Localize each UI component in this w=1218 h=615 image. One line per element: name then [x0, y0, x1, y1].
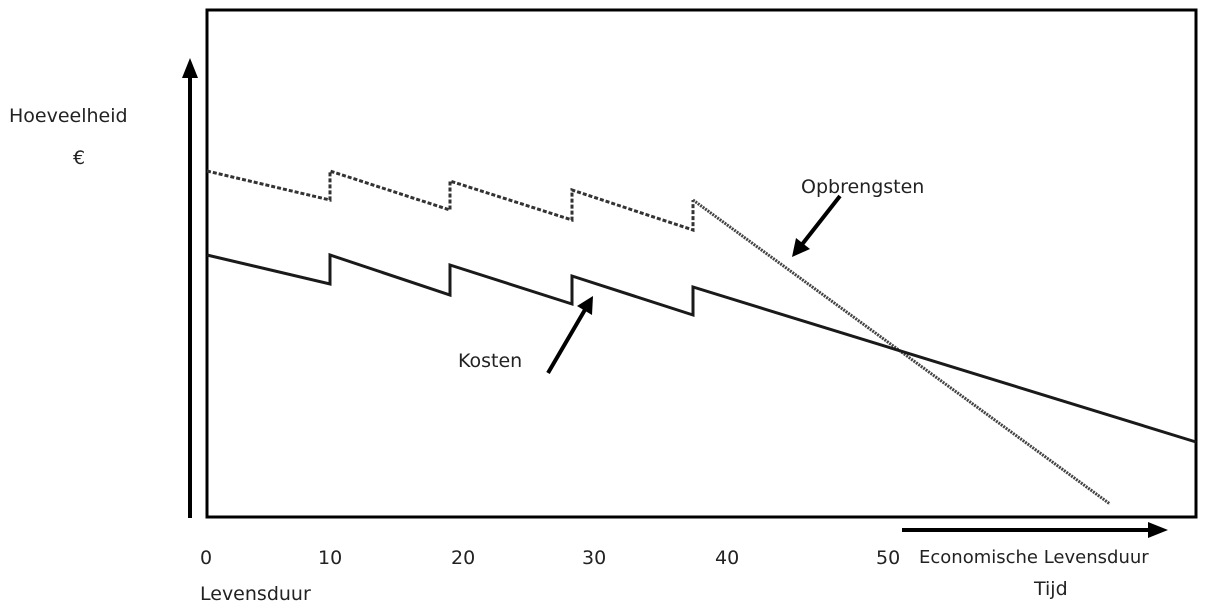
x-tick-0: 0: [200, 547, 213, 569]
label-lifespan: Levensduur: [200, 583, 311, 605]
cost-line: [206, 252, 1197, 444]
y-axis-title: Hoeveelheid: [9, 105, 128, 127]
revenue-pointer-arrow-head: [792, 238, 810, 257]
y-axis-arrow-head: [182, 58, 198, 78]
x-tick-40: 40: [715, 547, 740, 569]
cost-pointer-arrow-head: [577, 296, 593, 315]
revenue-pointer-arrow: [798, 194, 842, 249]
x-tick-30: 30: [582, 547, 607, 569]
label-costs: Kosten: [458, 350, 523, 372]
x-axis-arrow-head: [1148, 522, 1168, 538]
x-tick-50: 50: [876, 547, 901, 569]
plot-frame: [205, 8, 1198, 519]
y-axis-unit: €: [73, 147, 86, 169]
x-tick-10: 10: [318, 547, 343, 569]
cost-pointer-arrow: [546, 306, 588, 375]
label-time: Tijd: [1034, 578, 1068, 600]
x-tick-20: 20: [451, 547, 476, 569]
revenue-sawtooth-line: [206, 168, 695, 233]
label-economic-life: Economische Levensduur: [919, 547, 1149, 568]
label-revenues: Opbrengsten: [801, 176, 925, 198]
